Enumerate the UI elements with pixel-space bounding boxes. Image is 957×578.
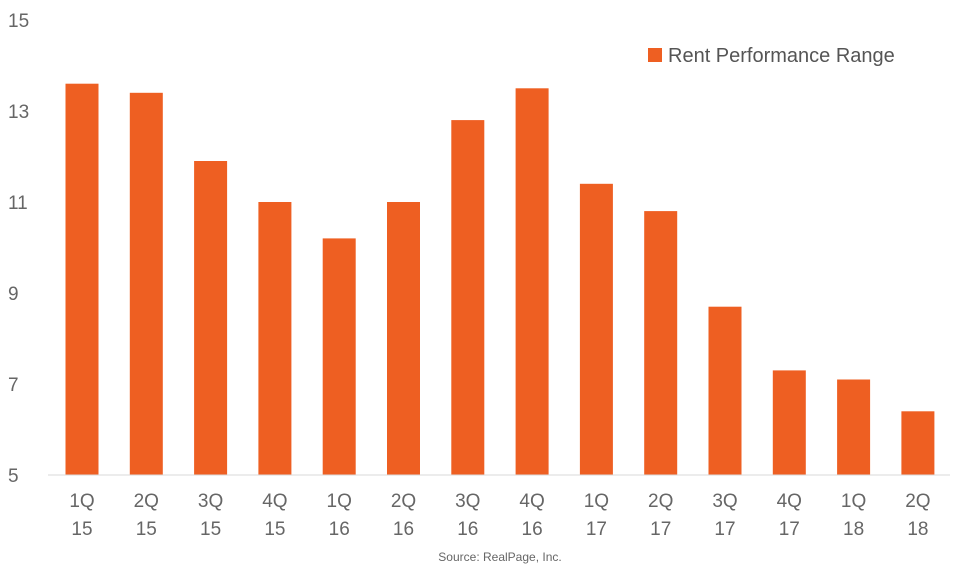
legend-swatch — [648, 48, 662, 62]
bar — [644, 211, 678, 475]
x-axis: 1Q 15 2Q 15 3Q 15 4Q 15 1Q 16 2Q 16 3Q 16 4Q 16 1Q 17 2Q 17… — [48, 474, 950, 540]
x-tick-year: 17 — [714, 519, 735, 540]
bar — [451, 120, 485, 475]
x-tick-quarter: 1Q — [69, 491, 94, 512]
x-tick-quarter: 2Q — [134, 491, 159, 512]
x-tick-quarter: 1Q — [327, 491, 352, 512]
x-tick-year: 16 — [393, 519, 414, 540]
legend-label: Rent Performance Range — [668, 45, 895, 67]
bar — [129, 92, 163, 476]
source-note: Source: RealPage, Inc. — [438, 550, 561, 564]
x-tick-year: 17 — [779, 519, 800, 540]
x-tick-quarter: 4Q — [519, 491, 544, 512]
x-tick-quarter: 1Q — [584, 491, 609, 512]
bar — [194, 161, 228, 475]
y-tick-label: 7 — [8, 375, 19, 396]
x-tick-quarter: 4Q — [262, 491, 287, 512]
legend: Rent Performance Range — [648, 45, 895, 67]
x-tick-year: 16 — [457, 519, 478, 540]
bar — [322, 238, 356, 475]
y-tick-label: 15 — [8, 11, 29, 32]
bar — [65, 83, 99, 475]
x-tick-year: 17 — [586, 519, 607, 540]
bar — [579, 183, 613, 476]
x-tick-year: 15 — [136, 519, 157, 540]
bar — [387, 202, 420, 475]
x-tick-quarter: 2Q — [648, 491, 673, 512]
bar — [708, 306, 742, 475]
x-tick-year: 17 — [650, 519, 671, 540]
x-tick-year: 15 — [71, 519, 92, 540]
bar — [258, 202, 292, 475]
x-tick-year: 18 — [843, 519, 864, 540]
y-tick-label: 11 — [8, 193, 28, 214]
bar — [837, 379, 871, 475]
x-tick-year: 15 — [200, 519, 221, 540]
x-tick-quarter: 3Q — [455, 491, 480, 512]
bars — [65, 83, 935, 476]
bar — [515, 88, 549, 476]
x-tick-year: 15 — [264, 519, 285, 540]
x-tick-year: 16 — [329, 519, 350, 540]
x-tick-quarter: 3Q — [198, 491, 223, 512]
y-tick-label: 9 — [8, 284, 19, 305]
x-tick-year: 18 — [907, 519, 928, 540]
y-tick-label: 13 — [8, 102, 29, 123]
bar — [772, 370, 806, 475]
x-tick-quarter: 1Q — [841, 491, 866, 512]
x-tick-quarter: 2Q — [391, 491, 416, 512]
x-tick-quarter: 2Q — [905, 491, 930, 512]
x-tick-year: 16 — [522, 519, 543, 540]
bar — [901, 411, 935, 475]
x-tick-quarter: 3Q — [712, 491, 737, 512]
y-axis: 5 7 9 11 13 15 — [8, 11, 29, 487]
y-tick-label: 5 — [8, 466, 19, 487]
x-tick-quarter: 4Q — [777, 491, 802, 512]
